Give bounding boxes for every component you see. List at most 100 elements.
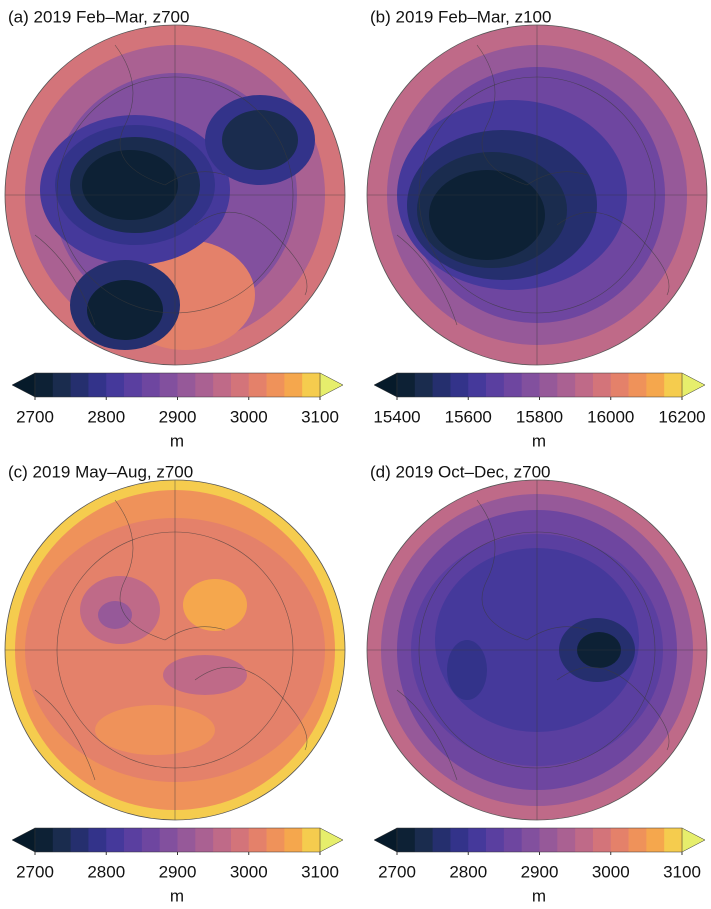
colorbar-bin (557, 828, 576, 852)
colorbar-bin (70, 373, 89, 397)
map-border (366, 24, 708, 366)
colorbar-tick-label: 16200 (658, 407, 705, 426)
colorbar-tick-label: 3000 (592, 862, 630, 881)
parallel (56, 531, 294, 769)
map (367, 480, 707, 820)
panel-title: (a) 2019 Feb–Mar, z700 (8, 7, 189, 26)
contour-region (95, 705, 215, 755)
colorbar-bin (195, 373, 214, 397)
colorbar-tick-label: 3100 (301, 407, 339, 426)
colorbar-bin (486, 373, 505, 397)
colorbar-bin (468, 828, 487, 852)
map-border (4, 24, 346, 366)
colorbar-bin (213, 828, 232, 852)
parallel (56, 76, 294, 314)
colorbar-tick-label: 3100 (301, 862, 339, 881)
parallel (418, 531, 656, 769)
colorbar-bin (88, 828, 107, 852)
colorbar-bin (88, 373, 107, 397)
map-border (366, 479, 708, 821)
colorbar-bin (575, 373, 594, 397)
map-border (4, 479, 346, 821)
colorbar-bin (628, 373, 647, 397)
colorbar-bin (70, 828, 89, 852)
colorbar-bin (266, 373, 285, 397)
colorbar-bin (213, 373, 232, 397)
colorbar-tick-label: 2700 (16, 862, 54, 881)
colorbar-unit: m (170, 886, 184, 905)
panel: (d) 2019 Oct–Dec, z700 2700 2800 2900 3000 31… (366, 462, 708, 905)
colorbar-bin (521, 373, 540, 397)
colorbar-bin (284, 373, 303, 397)
colorbar-bin (610, 828, 629, 852)
colorbar-tick-label: 2900 (521, 862, 559, 881)
colorbar-unit: m (532, 886, 546, 905)
colorbar-tick-label: 15400 (373, 407, 420, 426)
contour-region (98, 601, 132, 629)
colorbar-bin (159, 828, 178, 852)
colorbar-bin (539, 828, 558, 852)
colorbar-bin (450, 373, 469, 397)
colorbar-bin (284, 828, 303, 852)
colorbar-bin (664, 828, 683, 852)
colorbar-bin (177, 828, 196, 852)
colorbar-bin (397, 828, 416, 852)
colorbar-bin (557, 373, 576, 397)
colorbar-tick-label: 3000 (230, 407, 268, 426)
colorbar-tick-label: 3100 (663, 862, 701, 881)
colorbar-over (319, 372, 344, 398)
colorbar-bin (664, 373, 683, 397)
colorbar-under (11, 827, 36, 853)
colorbar-bin (106, 373, 125, 397)
colorbar-bin (302, 373, 321, 397)
colorbar-bin (124, 828, 143, 852)
coastline (396, 44, 670, 326)
panel-title: (d) 2019 Oct–Dec, z700 (370, 462, 550, 481)
colorbar-tick-label: 3000 (230, 862, 268, 881)
colorbar-tick-label: 16000 (587, 407, 634, 426)
colorbar-bin (177, 373, 196, 397)
coastline (34, 499, 308, 781)
colorbar-bin (646, 828, 665, 852)
colorbar-tick-label: 2800 (87, 862, 125, 881)
colorbar-bin (266, 828, 285, 852)
colorbar-bin (432, 828, 451, 852)
colorbar-bin (432, 373, 451, 397)
colorbar-bin (52, 373, 72, 397)
colorbar-bin (141, 373, 161, 397)
colorbar-bin (52, 828, 72, 852)
panel: (a) 2019 Feb–Mar, z700 2700 2800 2900 3000 31… (4, 7, 346, 450)
panel-title: (c) 2019 May–Aug, z700 (8, 462, 193, 481)
colorbar-under (11, 372, 36, 398)
colorbar-bin (230, 373, 250, 397)
coastline (34, 44, 308, 326)
colorbar-bin (592, 373, 612, 397)
colorbar-over (681, 372, 706, 398)
panel: (c) 2019 May–Aug, z700 2700 2800 2900 3000 31… (4, 462, 346, 905)
colorbar-bin (397, 373, 416, 397)
contour-region (163, 655, 247, 695)
colorbar-bin (628, 828, 647, 852)
colorbar-unit: m (170, 431, 184, 450)
colorbar-over (319, 827, 344, 853)
colorbar-bin (468, 373, 487, 397)
map (367, 25, 707, 365)
colorbar-bin (124, 373, 143, 397)
colorbar-bin (646, 373, 665, 397)
colorbar-tick-label: 15600 (445, 407, 492, 426)
colorbar-bin (106, 828, 125, 852)
panel-title: (b) 2019 Feb–Mar, z100 (370, 7, 551, 26)
colorbar-bin (159, 373, 178, 397)
colorbar-tick-label: 2900 (159, 407, 197, 426)
colorbar-bin (248, 373, 267, 397)
colorbar-bin (539, 373, 558, 397)
colorbar-bin (248, 828, 267, 852)
colorbar-bin (302, 828, 321, 852)
colorbar-bin (521, 828, 540, 852)
coastline (396, 499, 670, 781)
colorbar-bin (195, 828, 214, 852)
colorbar-tick-label: 2800 (87, 407, 125, 426)
colorbar-tick-label: 2900 (159, 862, 197, 881)
contour-region (87, 280, 163, 340)
